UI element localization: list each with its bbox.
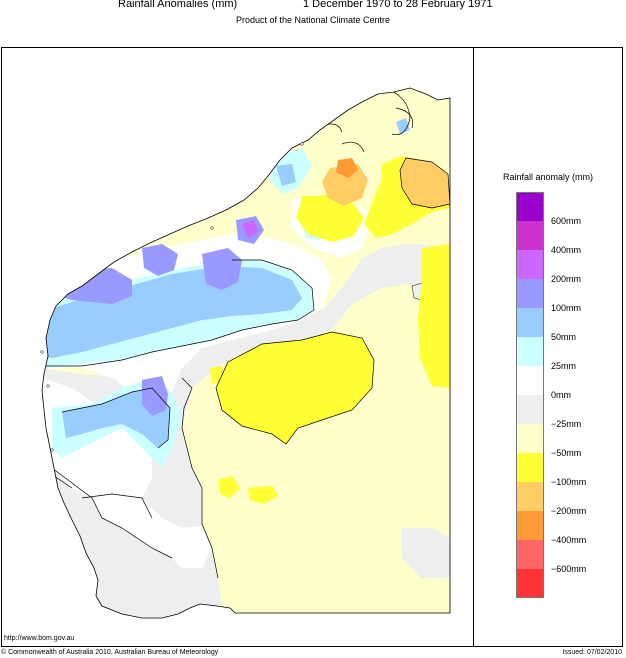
rainfall-anomaly-map — [40, 87, 451, 619]
island — [50, 448, 54, 452]
legend-label: 400mm — [551, 245, 582, 255]
footer-issued: Issued: 07/02/2010 — [562, 649, 622, 656]
fill-minus-200 — [336, 158, 358, 178]
legend-swatch — [516, 192, 544, 221]
map-frame — [1, 47, 623, 647]
legend-swatch — [516, 337, 544, 366]
legend-label: 50mm — [551, 332, 577, 342]
coastline — [41, 87, 451, 619]
fill-200mm — [242, 220, 258, 238]
legend-label: −200mm — [551, 506, 587, 516]
legend-label: 100mm — [551, 303, 582, 313]
fill-minus-0-east — [402, 528, 450, 578]
legend-label: −400mm — [551, 535, 587, 545]
footer-url[interactable]: http://www.bom.gov.au — [4, 635, 75, 642]
fill-minus-50-patch1 — [218, 476, 240, 498]
contour-lines — [42, 88, 450, 579]
legend-label: 25mm — [551, 361, 577, 371]
legend-swatch — [516, 221, 544, 250]
legend-swatch — [516, 424, 544, 453]
fill-50mm — [42, 266, 302, 360]
fill-minus-50-patch2 — [248, 486, 278, 504]
legend-swatch — [516, 482, 544, 511]
fill-200mm-west — [60, 276, 72, 292]
fill-100mm-midwest — [142, 376, 168, 416]
fill-minus-100 — [400, 158, 450, 208]
anomaly-fills — [42, 88, 450, 618]
fill-100mm-pilbara — [142, 244, 178, 276]
legend-label: 600mm — [551, 216, 582, 226]
fill-100mm-central — [202, 248, 242, 290]
map-title: Rainfall Anomalies (mm) — [118, 0, 238, 10]
title-row: Rainfall Anomalies (mm) 1 December 1970 … — [0, 0, 626, 14]
legend-divider — [473, 47, 474, 647]
legend-swatches — [516, 192, 544, 598]
legend-label: −100mm — [551, 477, 587, 487]
legend-swatch — [516, 366, 544, 395]
legend-swatch — [516, 308, 544, 337]
legend-swatch — [516, 540, 544, 569]
footer-copyright: © Commonwealth of Australia 2010, Austra… — [1, 649, 219, 656]
fill-minus-50-east — [418, 244, 450, 388]
fill-minus-50 — [216, 332, 374, 444]
legend-swatch — [516, 569, 544, 598]
legend-label: −600mm — [551, 564, 587, 574]
island — [300, 142, 304, 146]
legend-label: 0mm — [551, 390, 571, 400]
legend-swatch — [516, 453, 544, 482]
island — [40, 350, 44, 354]
legend-label: −50mm — [551, 448, 582, 458]
island — [46, 384, 50, 388]
fill-minus-0 — [42, 244, 450, 618]
fill-50mm-north — [396, 118, 410, 134]
legend-swatch — [516, 279, 544, 308]
fill-minus-50-patch4 — [300, 196, 332, 218]
map-period: 1 December 1970 to 28 February 1971 — [303, 0, 493, 10]
legend-swatch — [516, 250, 544, 279]
island — [210, 226, 214, 230]
map-subtitle: Product of the National Climate Centre — [235, 15, 391, 25]
fill-minus-50-patch3 — [210, 366, 224, 384]
legend-label: −25mm — [551, 419, 582, 429]
legend-swatch — [516, 511, 544, 540]
legend-label: 200mm — [551, 274, 582, 284]
legend-swatch — [516, 395, 544, 424]
fill-minus-100-north — [322, 164, 368, 206]
fill-50mm-coast — [276, 164, 296, 186]
fill-100mm-west — [57, 268, 132, 304]
legend-title: Rainfall anomaly (mm) — [502, 172, 594, 182]
